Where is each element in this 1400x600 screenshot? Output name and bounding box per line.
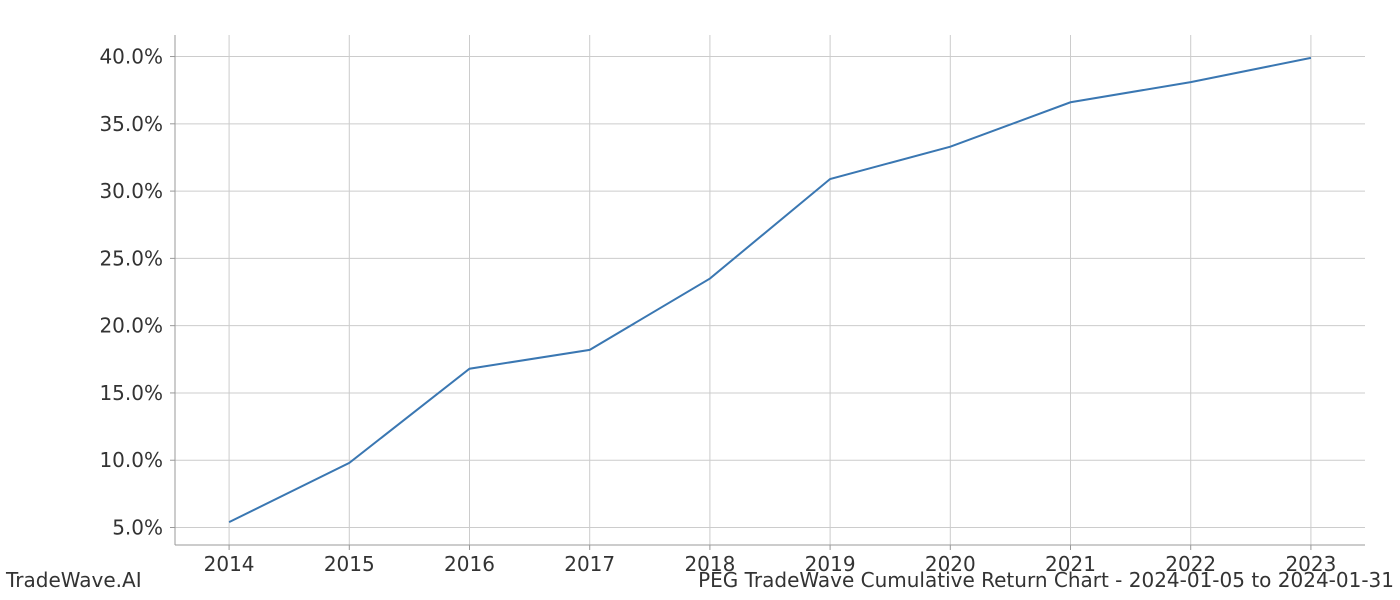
x-tick-label: 2015 xyxy=(324,552,375,576)
data-series-line xyxy=(229,58,1311,522)
y-tick-label: 10.0% xyxy=(99,448,163,472)
y-tick-label: 30.0% xyxy=(99,179,163,203)
y-tick-label: 20.0% xyxy=(99,314,163,338)
footer-brand: TradeWave.AI xyxy=(6,568,142,592)
y-tick-label: 5.0% xyxy=(112,516,163,540)
y-tick-label: 35.0% xyxy=(99,112,163,136)
x-tick-label: 2017 xyxy=(564,552,615,576)
y-tick-label: 15.0% xyxy=(99,381,163,405)
chart-svg: 2014201520162017201820192020202120222023… xyxy=(175,35,1365,545)
chart-plot-area: 2014201520162017201820192020202120222023… xyxy=(175,35,1365,545)
x-tick-label: 2014 xyxy=(204,552,255,576)
y-tick-label: 25.0% xyxy=(99,246,163,270)
y-tick-label: 40.0% xyxy=(99,45,163,69)
x-tick-label: 2016 xyxy=(444,552,495,576)
footer-caption: PEG TradeWave Cumulative Return Chart - … xyxy=(698,568,1394,592)
